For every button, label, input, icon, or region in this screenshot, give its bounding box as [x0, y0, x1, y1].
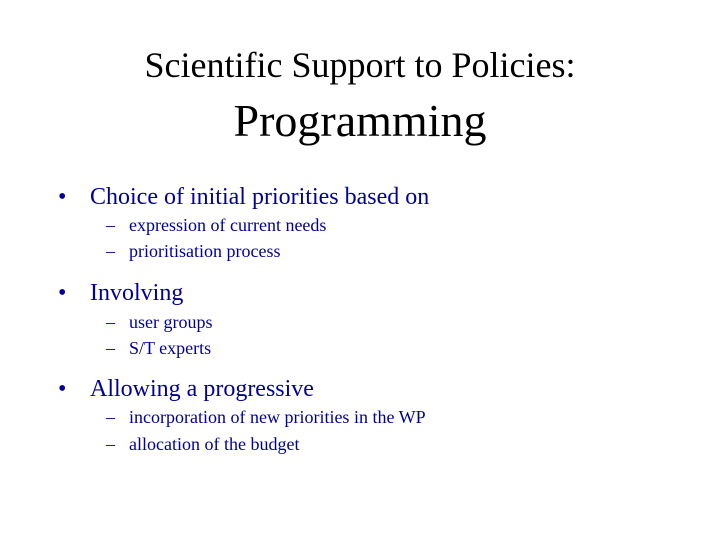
- bullet-item: • Choice of initial priorities based on: [58, 183, 429, 211]
- sub-bullet-marker: –: [106, 434, 115, 454]
- bullet-marker: •: [58, 280, 67, 306]
- sub-bullet-marker: –: [106, 312, 115, 332]
- sub-bullet-item: – S/T experts: [106, 337, 211, 359]
- bullet-marker: •: [58, 184, 67, 210]
- sub-bullet-item: – incorporation of new priorities in the …: [106, 406, 426, 428]
- sub-bullet-marker: –: [106, 241, 115, 261]
- bullet-item: • Involving: [58, 279, 183, 307]
- sub-bullet-text: incorporation of new priorities in the W…: [129, 407, 426, 427]
- sub-bullet-marker: –: [106, 338, 115, 358]
- sub-bullet-text: expression of current needs: [129, 215, 327, 235]
- sub-bullet-text: prioritisation process: [129, 241, 281, 261]
- sub-bullet-text: allocation of the budget: [129, 434, 300, 454]
- sub-bullet-item: – prioritisation process: [106, 240, 280, 262]
- bullet-text: Involving: [90, 280, 184, 306]
- bullet-marker: •: [58, 376, 67, 402]
- sub-bullet-item: – allocation of the budget: [106, 433, 299, 455]
- sub-bullet-item: – expression of current needs: [106, 214, 326, 236]
- bullet-item: • Allowing a progressive: [58, 375, 314, 403]
- sub-bullet-marker: –: [106, 215, 115, 235]
- bullet-text: Allowing a progressive: [90, 376, 314, 402]
- sub-bullet-text: S/T experts: [129, 338, 212, 358]
- slide-title: Scientific Support to Policies:: [144, 45, 576, 85]
- sub-bullet-marker: –: [106, 407, 115, 427]
- sub-bullet-item: – user groups: [106, 311, 213, 333]
- bullet-text: Choice of initial priorities based on: [90, 184, 430, 210]
- slide-subtitle: Programming: [233, 95, 487, 146]
- sub-bullet-text: user groups: [129, 312, 213, 332]
